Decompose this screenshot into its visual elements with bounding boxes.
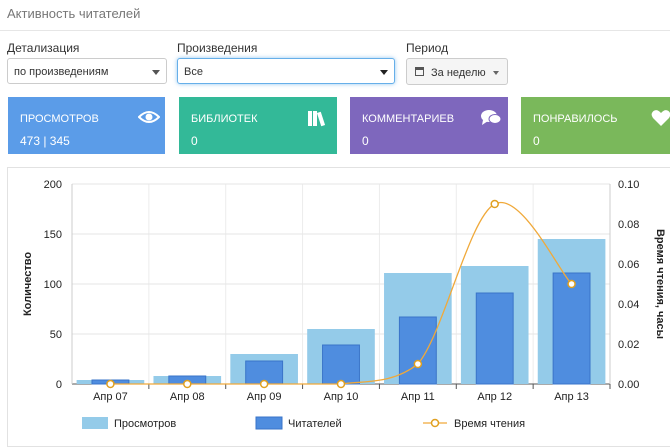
stat-card-value: 0 (191, 134, 198, 148)
stat-card-libraries[interactable]: БИБЛИОТЕК 0 (179, 97, 337, 154)
period-label: Период (406, 41, 449, 55)
page-title: Активность читателей (7, 6, 141, 21)
heart-icon (651, 110, 670, 126)
works-select-value: Все (184, 66, 203, 78)
works-label: Произведения (177, 41, 258, 55)
stat-card-value: 0 (533, 134, 540, 148)
stat-card-value: 473 | 345 (20, 134, 70, 148)
stat-card-label: КОММЕНТАРИЕВ (362, 113, 455, 125)
works-select[interactable]: Все (177, 58, 395, 84)
stat-card-label: БИБЛИОТЕК (191, 113, 258, 125)
books-icon (308, 111, 326, 127)
stat-card-label: ПРОСМОТРОВ (20, 113, 99, 125)
chevron-down-icon (380, 70, 388, 75)
calendar-icon (415, 67, 424, 76)
chart-panel (7, 167, 670, 447)
detail-select-value: по произведениям (14, 66, 109, 78)
period-dropdown-button[interactable]: За неделю (406, 58, 508, 85)
eye-icon (138, 111, 160, 123)
period-value: За неделю (431, 67, 486, 79)
stat-card-value: 0 (362, 134, 369, 148)
page-header: Активность читателей (0, 0, 670, 31)
comments-icon (481, 110, 502, 125)
chevron-down-icon (493, 71, 499, 75)
stat-card-views[interactable]: ПРОСМОТРОВ 473 | 345 (8, 97, 165, 154)
detail-select[interactable]: по произведениям (7, 58, 167, 84)
detail-label: Детализация (7, 41, 80, 55)
stat-card-label: ПОНРАВИЛОСЬ (533, 113, 618, 125)
stat-card-likes[interactable]: ПОНРАВИЛОСЬ 0 (521, 97, 670, 154)
stat-card-comments[interactable]: КОММЕНТАРИЕВ 0 (350, 97, 508, 154)
chevron-down-icon (152, 70, 160, 75)
